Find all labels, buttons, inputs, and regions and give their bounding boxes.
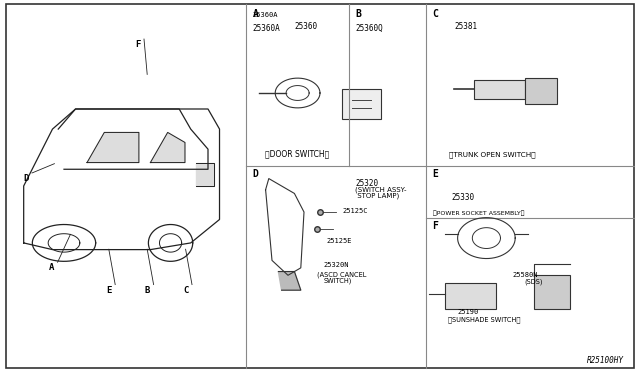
Text: 〈TRUNK OPEN SWITCH〉: 〈TRUNK OPEN SWITCH〉 [449,151,536,158]
Bar [474,80,525,99]
Text: 25320: 25320 [355,179,378,187]
Text: E: E [106,286,111,295]
Text: 25360A: 25360A [253,12,278,18]
Text: 25125C: 25125C [342,208,368,214]
Text: 25320N: 25320N [323,262,349,268]
Polygon shape [87,132,139,163]
Bar [534,275,570,309]
Polygon shape [196,163,214,186]
Text: F: F [135,40,140,49]
Text: 25381: 25381 [454,22,477,31]
Text: (SWITCH ASSY-: (SWITCH ASSY- [355,186,406,192]
Text: SWITCH): SWITCH) [323,278,351,284]
Text: F: F [432,221,438,231]
Bar [525,78,557,104]
Text: 25330: 25330 [451,193,474,202]
Text: A: A [49,263,54,272]
Text: C: C [183,286,188,295]
Text: 25125E: 25125E [326,238,352,244]
Polygon shape [278,272,301,290]
Text: R25100HY: R25100HY [587,356,624,365]
Text: D: D [253,169,259,179]
Text: 25360: 25360 [294,22,317,31]
Text: 25360Q: 25360Q [355,24,383,33]
Text: 〈POWER SOCKET ASSEMBLY〉: 〈POWER SOCKET ASSEMBLY〉 [433,210,524,216]
Text: (SDS): (SDS) [525,278,543,285]
Text: (ASCD CANCEL: (ASCD CANCEL [317,272,366,278]
Text: 25360A: 25360A [253,24,280,33]
Text: C: C [432,9,438,19]
Text: B: B [355,9,361,19]
Text: STOP LAMP): STOP LAMP) [355,192,399,199]
Text: 25190: 25190 [458,309,479,315]
Text: E: E [432,169,438,179]
Text: 〈DOOR SWITCH〉: 〈DOOR SWITCH〉 [266,149,330,158]
Bar [445,283,496,309]
Bar [342,89,381,119]
Text: A: A [253,9,259,19]
Polygon shape [150,132,185,163]
Text: D: D [23,174,28,183]
Text: 〈SUNSHADE SWITCH〉: 〈SUNSHADE SWITCH〉 [448,316,520,323]
Text: 25580N: 25580N [512,272,538,278]
Text: B: B [145,286,150,295]
